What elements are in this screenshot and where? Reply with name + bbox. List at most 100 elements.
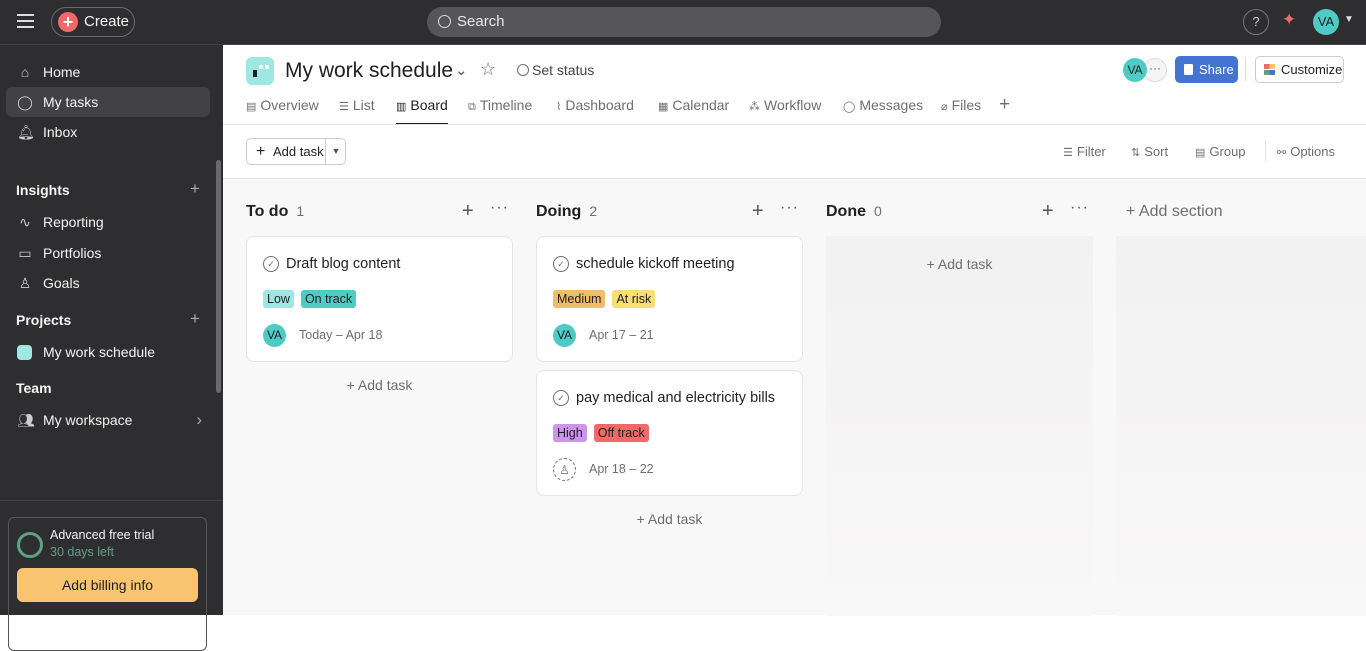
complete-checkbox-icon[interactable]: ✓ bbox=[553, 390, 569, 406]
sort-label: Sort bbox=[1144, 144, 1169, 159]
add-task-link[interactable]: + Add task bbox=[636, 511, 703, 527]
tab-calendar[interactable]: ▦ Calendar bbox=[658, 97, 729, 125]
chevron-down-icon[interactable]: ⌄ bbox=[455, 62, 468, 79]
share-button[interactable]: Share bbox=[1175, 56, 1238, 83]
options-button[interactable]: ⚯ Options bbox=[1277, 144, 1335, 159]
add-task-plus-icon[interactable]: + bbox=[462, 200, 474, 222]
filter-button[interactable]: ☰ Filter bbox=[1063, 144, 1106, 159]
insights-heading[interactable]: Insights bbox=[16, 182, 70, 198]
projects-heading[interactable]: Projects bbox=[16, 312, 72, 328]
unassigned-icon[interactable]: ♙ bbox=[553, 458, 576, 481]
task-title[interactable]: pay medical and electricity bills bbox=[576, 390, 776, 406]
more-options-icon[interactable]: ··· bbox=[780, 199, 799, 216]
main-content: My work schedule ⌄ ☆ Set status ··· VA S… bbox=[223, 45, 1366, 616]
tab-list[interactable]: ☰ List bbox=[339, 97, 375, 125]
tab-timeline[interactable]: ⧉ Timeline bbox=[468, 97, 532, 125]
help-button[interactable]: ? bbox=[1243, 9, 1269, 35]
person-icon: ♙ bbox=[18, 275, 32, 291]
add-task-plus-icon[interactable]: + bbox=[752, 200, 764, 222]
add-section-button[interactable]: + Add section bbox=[1126, 203, 1223, 220]
sidebar-item-label: My workspace bbox=[43, 412, 133, 428]
divider bbox=[0, 500, 223, 501]
sidebar-item-my-tasks[interactable]: ◯ My tasks bbox=[6, 87, 210, 117]
divider bbox=[223, 124, 1366, 125]
tag-off-track: Off track bbox=[593, 424, 649, 442]
chevron-right-icon[interactable]: › bbox=[196, 410, 202, 429]
project-color-icon bbox=[17, 345, 32, 360]
ai-sparkle-icon[interactable]: ✦ bbox=[1282, 10, 1297, 29]
tab-overview[interactable]: ▤ Overview bbox=[246, 97, 319, 125]
task-title[interactable]: schedule kickoff meeting bbox=[576, 256, 735, 272]
due-date[interactable]: Today – Apr 18 bbox=[299, 328, 383, 342]
plus-icon[interactable]: + bbox=[190, 309, 200, 328]
complete-checkbox-icon[interactable]: ✓ bbox=[263, 256, 279, 272]
search-input[interactable]: Search bbox=[427, 7, 941, 37]
group-button[interactable]: ▤ Group bbox=[1195, 144, 1246, 159]
sidebar-item-home[interactable]: ⌂ Home bbox=[6, 57, 210, 87]
task-tags: Low On track bbox=[263, 290, 357, 308]
tab-messages[interactable]: ◯ Messages bbox=[843, 97, 923, 125]
column-title[interactable]: To do bbox=[246, 203, 289, 220]
sidebar: Advanced free trial 30 days left Add bil… bbox=[0, 45, 223, 651]
list-icon: ☰ bbox=[339, 101, 349, 113]
complete-checkbox-icon[interactable]: ✓ bbox=[553, 256, 569, 272]
add-tab-button[interactable]: + bbox=[999, 94, 1011, 115]
column-header: Doing 2 bbox=[536, 203, 597, 221]
add-task-plus-icon[interactable]: + bbox=[1042, 200, 1054, 222]
star-icon[interactable]: ☆ bbox=[480, 59, 497, 79]
tab-label: Timeline bbox=[479, 97, 533, 113]
trial-title: Advanced free trial bbox=[50, 528, 155, 542]
sidebar-scrollbar[interactable] bbox=[216, 160, 221, 393]
column-count: 0 bbox=[874, 203, 882, 219]
task-title[interactable]: Draft blog content bbox=[286, 256, 401, 272]
user-avatar[interactable]: VA bbox=[1313, 9, 1339, 35]
chevron-down-icon[interactable]: ▼ bbox=[325, 138, 346, 165]
tag-at-risk: At risk bbox=[612, 290, 656, 308]
assignee-avatar[interactable]: VA bbox=[263, 324, 286, 347]
sidebar-item-goals[interactable]: ♙ Goals bbox=[6, 268, 210, 298]
sort-button[interactable]: ⇅ Sort bbox=[1131, 144, 1168, 159]
sidebar-item-label: Portfolios bbox=[43, 244, 102, 261]
trial-days-left: 30 days left bbox=[50, 545, 114, 559]
sidebar-item-inbox[interactable]: 🔔︎ Inbox bbox=[6, 117, 210, 147]
create-button[interactable]: + Create bbox=[51, 7, 135, 37]
task-card[interactable]: ✓ pay medical and electricity bills High Of… bbox=[536, 370, 803, 496]
member-avatar[interactable]: VA bbox=[1123, 58, 1147, 82]
sidebar-item-workspace[interactable]: 👥︎ My workspace › bbox=[6, 405, 210, 435]
more-options-icon[interactable]: ··· bbox=[490, 199, 509, 216]
dashboard-icon: ⌇ bbox=[556, 101, 562, 113]
column-title[interactable]: Doing bbox=[536, 203, 582, 220]
more-members-button[interactable]: ··· bbox=[1143, 58, 1167, 82]
add-task-link[interactable]: + Add task bbox=[346, 377, 413, 393]
sidebar-item-portfolios[interactable]: ▭ Portfolios bbox=[6, 238, 210, 268]
options-icon: ⚯ bbox=[1277, 147, 1287, 159]
add-task-link[interactable]: + Add task bbox=[926, 256, 993, 272]
due-date[interactable]: Apr 18 – 22 bbox=[589, 462, 654, 476]
team-heading[interactable]: Team bbox=[16, 380, 52, 396]
sidebar-item-reporting[interactable]: ∿ Reporting bbox=[6, 207, 210, 237]
tab-dashboard[interactable]: ⌇ Dashboard bbox=[556, 97, 634, 125]
due-date[interactable]: Apr 17 – 21 bbox=[589, 328, 654, 342]
tab-board[interactable]: ▥ Board bbox=[396, 97, 448, 125]
column-title[interactable]: Done bbox=[826, 203, 866, 220]
customize-button[interactable]: Customize bbox=[1255, 56, 1344, 83]
sidebar-item-label: Inbox bbox=[43, 124, 78, 140]
set-status-button[interactable]: Set status bbox=[517, 62, 594, 78]
task-card[interactable]: ✓ Draft blog content Low On track VA Today – … bbox=[246, 236, 513, 362]
tab-label: List bbox=[352, 97, 375, 113]
add-task-button[interactable]: Add task▼ bbox=[246, 138, 346, 165]
board: + Add section To do 1 + ··· ✓ Draft blog cont… bbox=[223, 178, 1366, 616]
search-icon bbox=[438, 15, 451, 28]
assignee-avatar[interactable]: VA bbox=[553, 324, 576, 347]
more-options-icon[interactable]: ··· bbox=[1070, 199, 1089, 216]
tab-files[interactable]: ⌀ Files bbox=[941, 97, 981, 125]
tab-workflow[interactable]: ⁂ Workflow bbox=[749, 97, 821, 125]
plus-icon[interactable]: + bbox=[190, 179, 200, 198]
task-tags: Medium At risk bbox=[553, 290, 656, 308]
menu-icon[interactable] bbox=[17, 14, 34, 28]
project-title[interactable]: My work schedule bbox=[285, 59, 454, 82]
chevron-down-icon[interactable]: ▼ bbox=[1344, 14, 1354, 25]
add-billing-button[interactable]: Add billing info bbox=[17, 568, 198, 602]
task-card[interactable]: ✓ schedule kickoff meeting Medium At risk VA… bbox=[536, 236, 803, 362]
sidebar-item-project[interactable]: My work schedule bbox=[6, 337, 210, 367]
